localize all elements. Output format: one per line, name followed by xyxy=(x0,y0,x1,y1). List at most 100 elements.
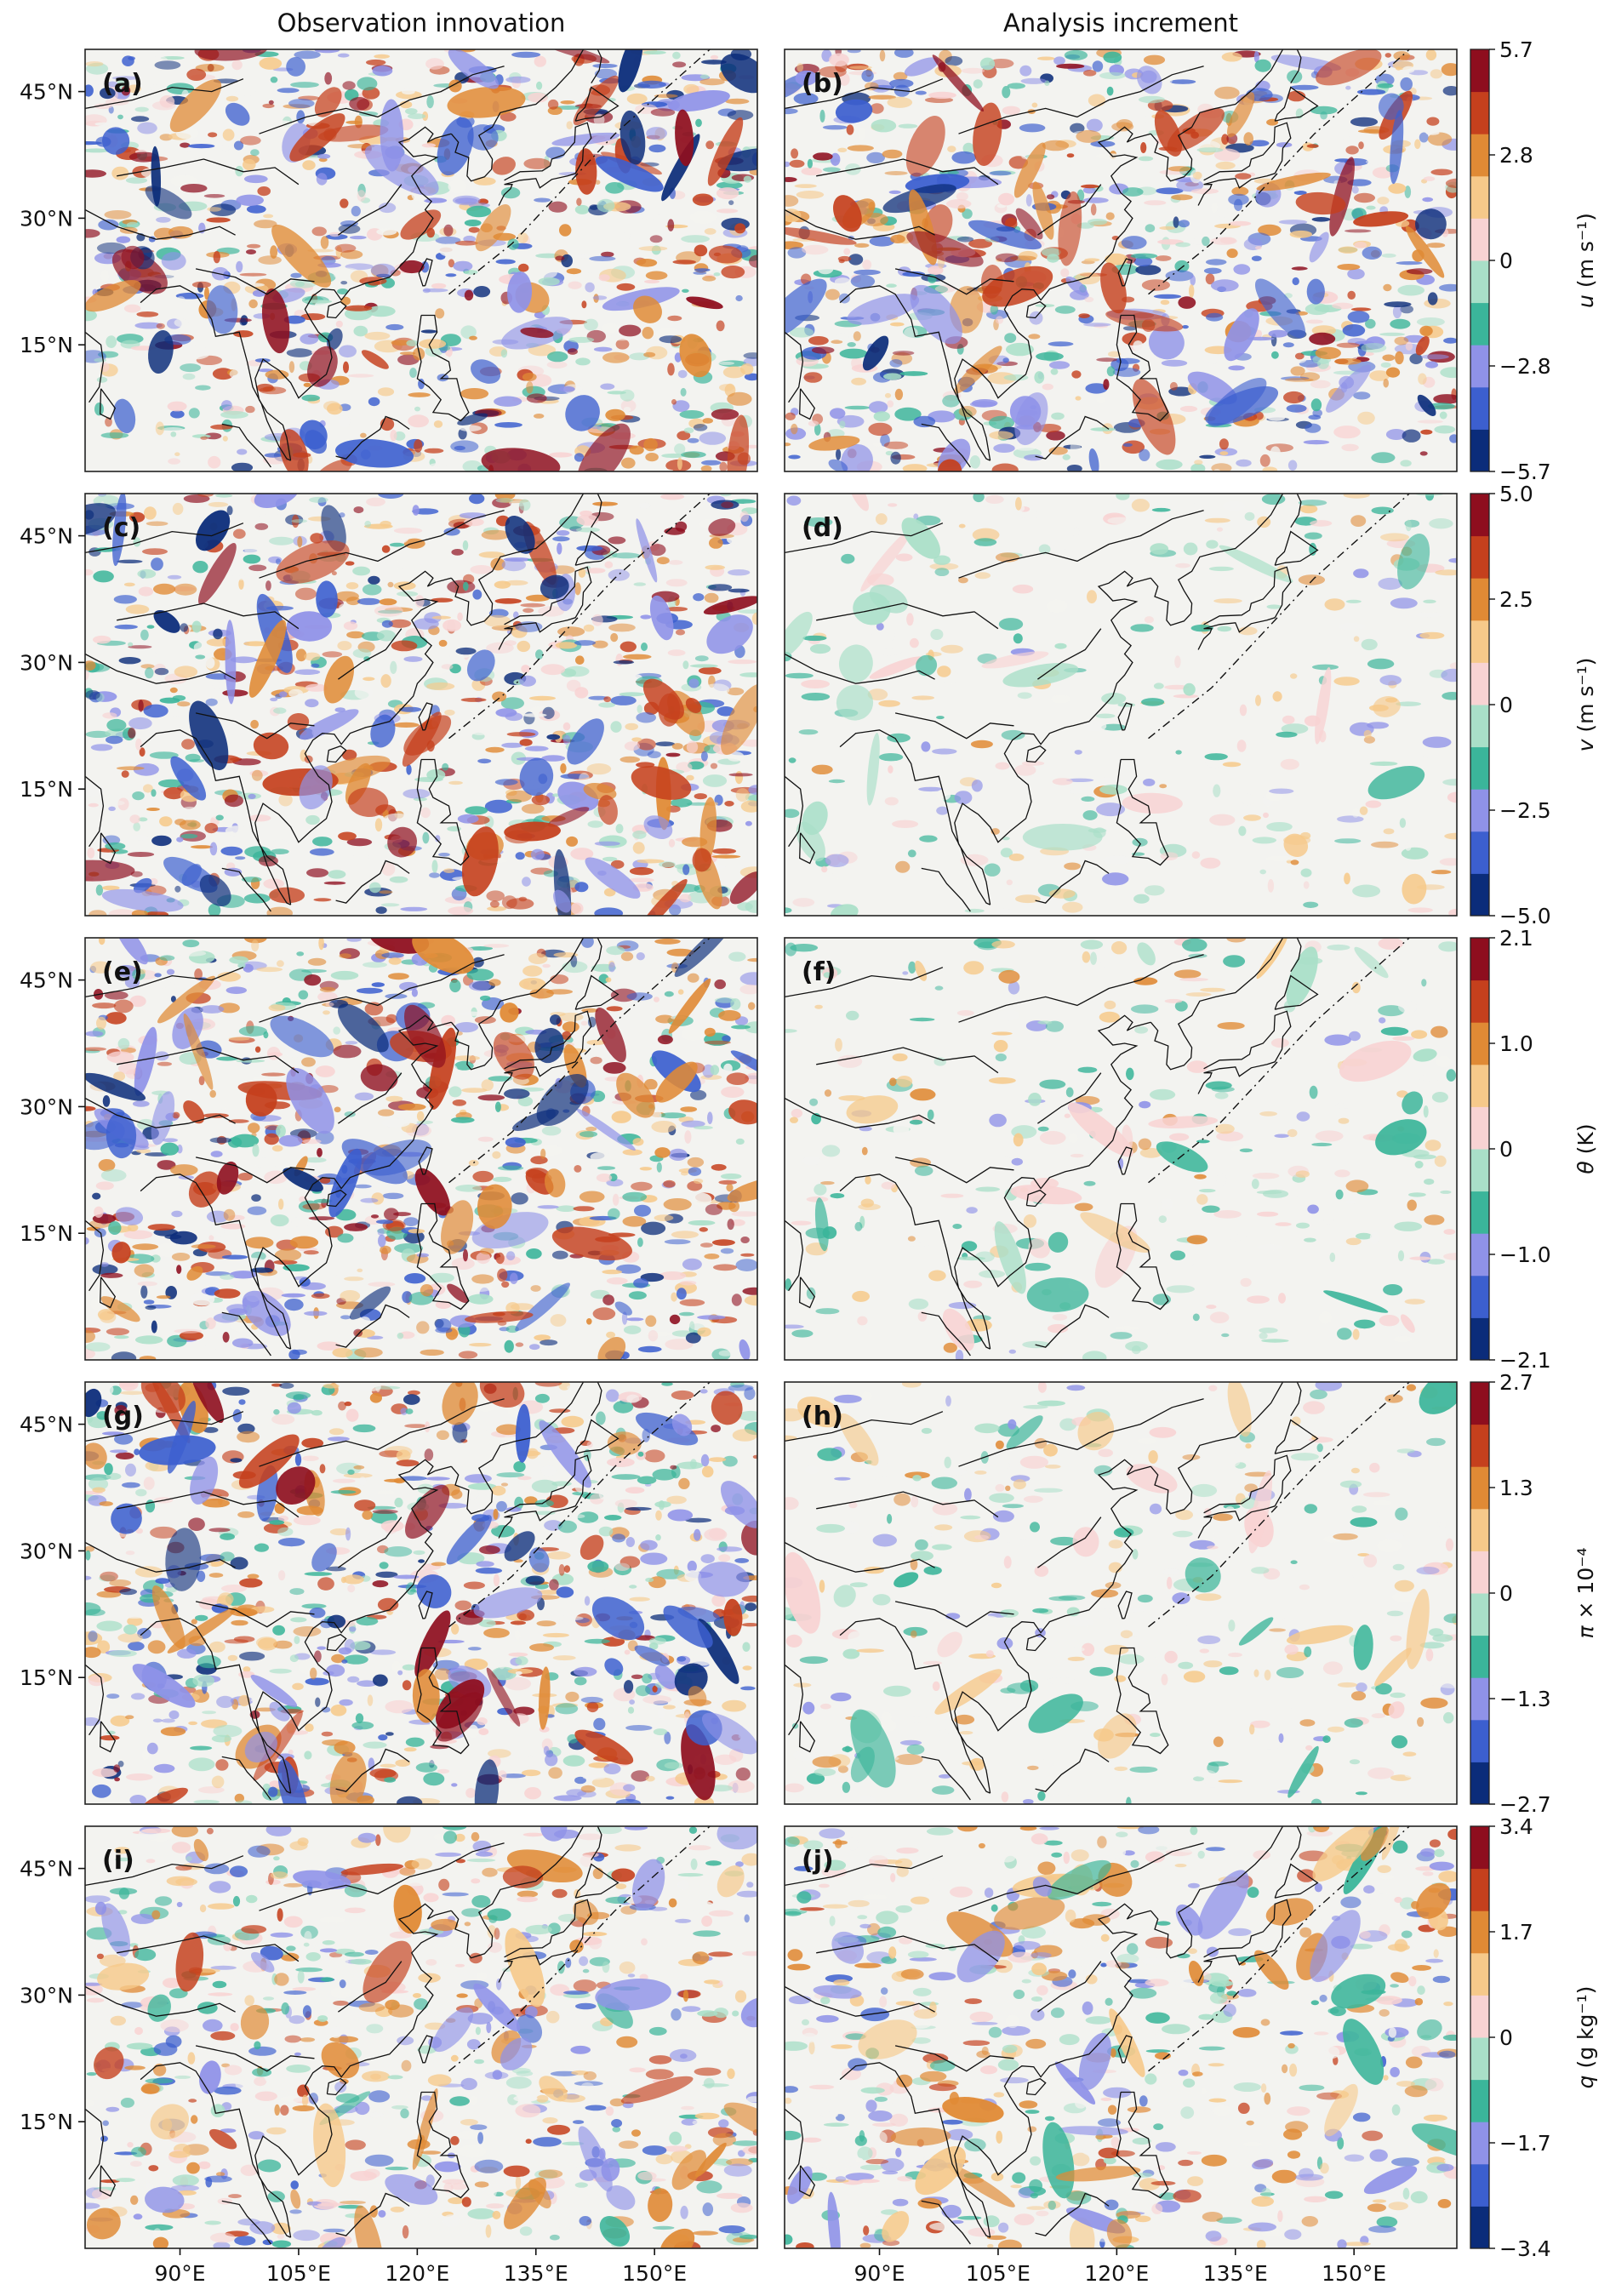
coastline xyxy=(195,268,315,295)
panel-frame xyxy=(84,493,758,917)
coastline xyxy=(1290,494,1302,528)
lat-tick-label: 45°N xyxy=(20,1413,73,1437)
boundary-line xyxy=(1148,494,1410,740)
lat-tick-label: 30°N xyxy=(20,1094,73,1119)
colorbar-band xyxy=(1470,386,1489,430)
colorbar-tick-label: −2.8 xyxy=(1499,354,1551,379)
map-panel: (j) xyxy=(784,1825,1458,2249)
coastline xyxy=(338,1072,402,1124)
coastline xyxy=(195,1157,315,1184)
coastline xyxy=(799,388,816,420)
panel-label: (e) xyxy=(102,957,143,987)
coastline xyxy=(1035,1304,1110,1348)
colorbar-band xyxy=(1470,302,1489,346)
colorbar-tick-label: 1.0 xyxy=(1499,1031,1533,1056)
coastline xyxy=(591,1826,602,1861)
coastline xyxy=(326,745,347,763)
coastline xyxy=(785,1219,804,1292)
colorbar-tick-label: −5.7 xyxy=(1499,460,1551,484)
coastline xyxy=(416,1647,470,1755)
colorbar-tick-label: −2.1 xyxy=(1499,1348,1551,1373)
coastline xyxy=(839,729,991,905)
coastline xyxy=(1274,974,1319,1010)
coastline xyxy=(498,566,592,650)
coastline xyxy=(259,954,505,1023)
panel-frame xyxy=(784,1825,1458,2249)
coastline xyxy=(1025,1633,1047,1652)
coastline xyxy=(254,1903,452,2238)
colorbar-band xyxy=(1470,1149,1489,1192)
coastline xyxy=(954,570,1151,905)
coastline xyxy=(450,1826,585,1959)
panel-frame xyxy=(84,937,758,1361)
coastline xyxy=(954,1903,1151,2238)
colorbar-band xyxy=(1470,1762,1489,1805)
map-panel: (d) xyxy=(784,493,1458,917)
lat-tick-label: 45°N xyxy=(20,524,73,549)
coastline xyxy=(100,832,117,865)
coastline xyxy=(591,49,602,84)
coastline xyxy=(1197,122,1292,206)
lat-tick-label: 15°N xyxy=(20,1221,73,1246)
coastline xyxy=(85,1411,244,1442)
colorbar-band xyxy=(1470,1317,1489,1361)
coastline xyxy=(574,974,619,1010)
colorbar-band xyxy=(1470,938,1489,981)
coastline xyxy=(85,653,236,684)
coastline xyxy=(450,1382,585,1515)
coastline xyxy=(1037,1961,1102,2013)
coastline xyxy=(195,712,315,740)
colorbar-band xyxy=(1470,134,1489,177)
coastline xyxy=(140,285,291,461)
coastline xyxy=(259,1842,505,1911)
coastline xyxy=(799,1277,816,1309)
coastline xyxy=(785,967,944,998)
coastline xyxy=(785,331,804,403)
panel-label: (d) xyxy=(802,513,843,543)
lon-tick-label: 150°E xyxy=(622,2261,687,2286)
coastline xyxy=(254,126,452,461)
coastline xyxy=(574,86,619,122)
coastline xyxy=(1116,314,1169,422)
colorbar-band xyxy=(1470,1106,1489,1150)
colorbar-band xyxy=(1470,1635,1489,1678)
coastline xyxy=(85,2108,105,2180)
coastline xyxy=(921,423,971,468)
coastline xyxy=(1197,566,1292,650)
coastline xyxy=(958,510,1204,579)
coastline xyxy=(1150,49,1284,182)
colorbar-band xyxy=(1470,1551,1489,1594)
coastline xyxy=(418,1591,433,1619)
lat-tick-label: 30°N xyxy=(20,1983,73,2008)
coastline xyxy=(85,1855,244,1887)
coastline xyxy=(785,78,944,110)
boundary-line xyxy=(448,1826,711,2072)
coastline xyxy=(338,1516,402,1568)
coastline xyxy=(816,158,999,186)
colorbar-band xyxy=(1470,1424,1489,1467)
coastline xyxy=(416,1202,470,1311)
coastline xyxy=(1035,1748,1110,1792)
colorbar-band xyxy=(1470,1677,1489,1721)
coastline xyxy=(1197,1010,1292,1094)
colorbar-band xyxy=(1470,260,1489,304)
coastline xyxy=(1274,530,1319,566)
coastline xyxy=(785,653,935,684)
coastline xyxy=(498,1454,592,1539)
coastline xyxy=(1116,2091,1169,2199)
coastline xyxy=(326,1189,347,1208)
coastline xyxy=(816,603,999,630)
coastline xyxy=(221,423,271,468)
coastline xyxy=(894,1157,1014,1184)
coastline xyxy=(335,1304,410,1348)
lat-tick-label: 30°N xyxy=(20,650,73,675)
colorbar: 5.0 2.5 0 −2.5 −5.0 xyxy=(1470,482,1551,928)
coastline xyxy=(1117,1591,1133,1619)
panel-frame xyxy=(784,49,1458,472)
coastline xyxy=(1197,1899,1292,1983)
boundary-line xyxy=(448,49,711,295)
coastline xyxy=(416,2091,470,2199)
colorbar-tick-label: −1.3 xyxy=(1499,1687,1551,1711)
coastline xyxy=(254,570,452,905)
coastline xyxy=(85,1219,105,1292)
